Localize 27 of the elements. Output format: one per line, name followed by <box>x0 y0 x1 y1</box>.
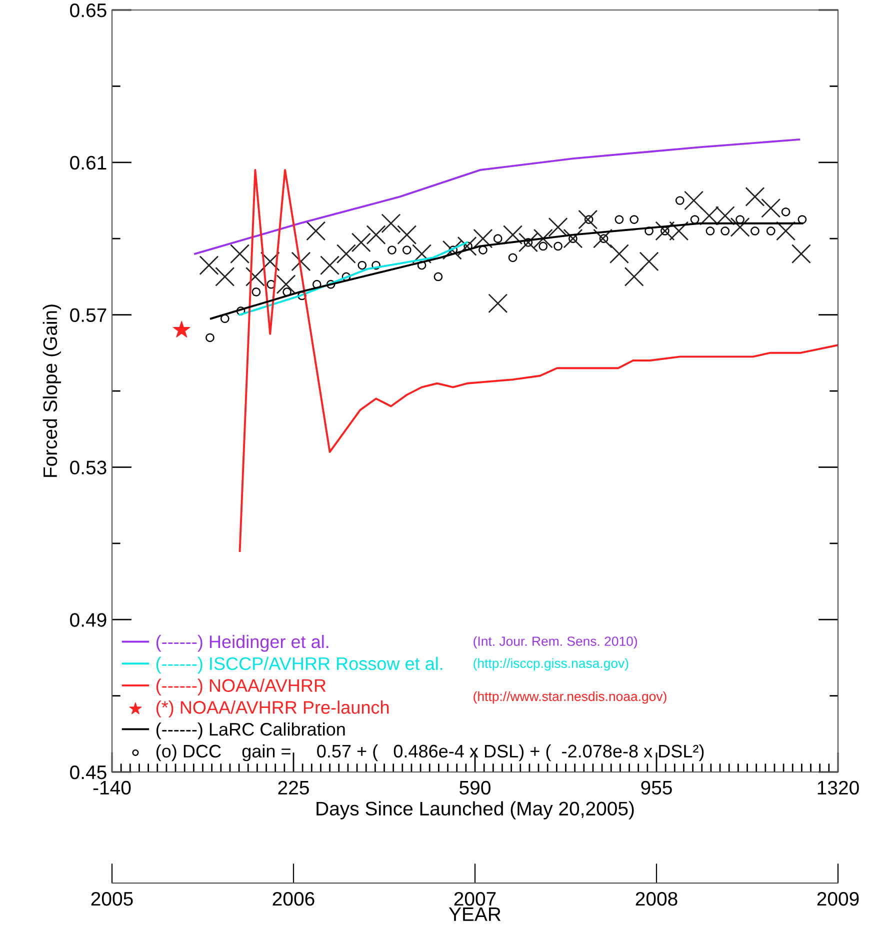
y-tick-label: 0.65 <box>70 3 106 18</box>
legend-label: (------) Heidinger et al. <box>156 634 328 652</box>
x2-tick-label: 2007 <box>454 892 496 906</box>
x-axis-title: Days Since Launched (May 20,2005) <box>316 801 634 820</box>
x2-axis-title: YEAR <box>448 908 501 921</box>
x2-tick-label: 2008 <box>636 892 678 906</box>
legend-label: (------) NOAA/AVHRR <box>156 678 326 696</box>
legend-label: (------) LaRC Calibration <box>156 722 345 740</box>
x2-tick-label: 2009 <box>817 892 859 906</box>
y-axis-title: Forced Slope (Gain) <box>42 304 61 477</box>
y-tick-label: 0.45 <box>70 765 106 780</box>
legend-label: (------) ISCCP/AVHRR Rossow et al. <box>156 656 442 674</box>
x-tick-label: -140 <box>93 780 131 795</box>
x2-tick-label: 2005 <box>91 892 133 906</box>
y-tick-label: 0.61 <box>70 156 106 170</box>
x-tick-label: 590 <box>460 780 490 795</box>
x-tick-label: 1320 <box>818 780 859 795</box>
x-tick-label: 225 <box>278 780 309 795</box>
x-tick-label: 955 <box>641 780 672 795</box>
y-tick-label: 0.53 <box>70 460 106 474</box>
legend-label: (*) NOAA/AVHRR Pre-launch <box>156 700 389 718</box>
annotation: (http://www.star.nesdis.noaa.gov) <box>474 691 666 704</box>
annotation: (http://isccp.giss.nasa.gov) <box>474 658 628 671</box>
y-tick-label: 0.57 <box>70 308 106 322</box>
y-tick-label: 0.49 <box>70 613 106 627</box>
x2-tick-label: 2006 <box>272 892 314 906</box>
annotation: (Int. Jour. Rem. Sens. 2010) <box>474 636 638 649</box>
